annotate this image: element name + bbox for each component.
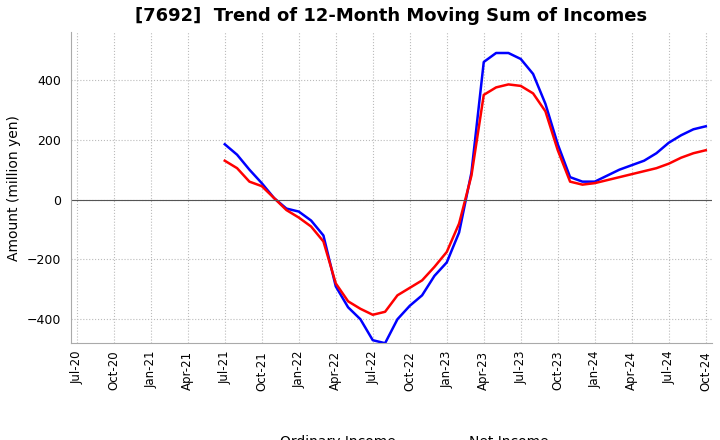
Ordinary Income	[405, 303, 414, 308]
Legend: Ordinary Income, Net Income: Ordinary Income, Net Income	[228, 429, 554, 440]
Ordinary Income	[652, 150, 661, 156]
Net Income	[245, 179, 253, 184]
Ordinary Income	[689, 127, 698, 132]
Net Income	[282, 207, 291, 213]
Net Income	[480, 92, 488, 98]
Net Income	[590, 180, 599, 186]
Ordinary Income	[442, 260, 451, 265]
Ordinary Income	[430, 273, 438, 279]
Net Income	[455, 221, 464, 226]
Net Income	[418, 278, 426, 283]
Net Income	[689, 150, 698, 156]
Net Income	[701, 147, 710, 153]
Net Income	[528, 91, 537, 96]
Ordinary Income	[578, 179, 587, 184]
Net Income	[343, 299, 352, 304]
Line: Net Income: Net Income	[225, 84, 706, 315]
Ordinary Income	[640, 158, 649, 163]
Y-axis label: Amount (million yen): Amount (million yen)	[7, 115, 21, 260]
Net Income	[665, 161, 673, 166]
Ordinary Income	[270, 195, 279, 201]
Ordinary Income	[566, 175, 575, 180]
Ordinary Income	[627, 162, 636, 168]
Line: Ordinary Income: Ordinary Income	[225, 53, 706, 343]
Net Income	[307, 224, 315, 229]
Ordinary Income	[701, 124, 710, 129]
Net Income	[393, 293, 402, 298]
Ordinary Income	[603, 173, 611, 178]
Ordinary Income	[307, 218, 315, 223]
Net Income	[603, 177, 611, 183]
Ordinary Income	[590, 179, 599, 184]
Ordinary Income	[331, 284, 340, 289]
Ordinary Income	[665, 140, 673, 145]
Ordinary Income	[245, 167, 253, 172]
Ordinary Income	[381, 341, 390, 346]
Ordinary Income	[541, 101, 550, 106]
Net Income	[467, 173, 476, 178]
Net Income	[356, 306, 365, 312]
Ordinary Income	[220, 142, 229, 147]
Net Income	[504, 82, 513, 87]
Net Income	[627, 172, 636, 177]
Ordinary Income	[677, 132, 685, 138]
Ordinary Income	[528, 71, 537, 77]
Net Income	[566, 179, 575, 184]
Ordinary Income	[369, 337, 377, 343]
Net Income	[258, 183, 266, 189]
Ordinary Income	[258, 180, 266, 186]
Ordinary Income	[282, 206, 291, 211]
Ordinary Income	[504, 50, 513, 55]
Net Income	[652, 165, 661, 171]
Net Income	[554, 147, 562, 153]
Ordinary Income	[492, 50, 500, 55]
Net Income	[541, 109, 550, 114]
Net Income	[233, 165, 241, 171]
Ordinary Income	[418, 293, 426, 298]
Ordinary Income	[393, 317, 402, 322]
Ordinary Income	[467, 170, 476, 175]
Net Income	[270, 195, 279, 201]
Net Income	[369, 312, 377, 317]
Net Income	[615, 175, 624, 180]
Net Income	[331, 281, 340, 286]
Net Income	[381, 309, 390, 315]
Net Income	[640, 169, 649, 174]
Title: [7692]  Trend of 12-Month Moving Sum of Incomes: [7692] Trend of 12-Month Moving Sum of I…	[135, 7, 647, 25]
Ordinary Income	[554, 142, 562, 147]
Ordinary Income	[516, 56, 525, 62]
Ordinary Income	[615, 167, 624, 172]
Net Income	[405, 285, 414, 290]
Ordinary Income	[480, 59, 488, 65]
Net Income	[294, 215, 303, 220]
Ordinary Income	[455, 230, 464, 235]
Net Income	[430, 264, 438, 270]
Ordinary Income	[356, 317, 365, 322]
Net Income	[516, 83, 525, 88]
Net Income	[578, 182, 587, 187]
Ordinary Income	[233, 152, 241, 158]
Ordinary Income	[319, 233, 328, 238]
Ordinary Income	[343, 304, 352, 310]
Net Income	[319, 239, 328, 244]
Net Income	[677, 155, 685, 160]
Net Income	[492, 85, 500, 90]
Ordinary Income	[294, 209, 303, 214]
Net Income	[442, 249, 451, 255]
Net Income	[220, 158, 229, 163]
